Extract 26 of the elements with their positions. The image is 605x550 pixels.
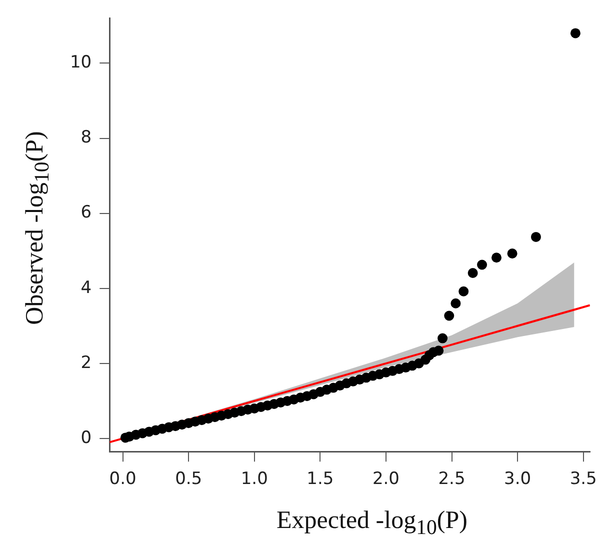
point — [434, 346, 444, 356]
point — [492, 252, 502, 263]
x-tick-label: 3.0 — [504, 469, 532, 490]
point — [477, 260, 488, 270]
y-tick-label: 4 — [80, 278, 92, 298]
point — [530, 232, 541, 242]
x-tick-label: 3.5 — [570, 469, 597, 490]
y-tick-label: 10 — [70, 52, 92, 73]
x-tick-label: 2.0 — [372, 469, 400, 490]
point — [507, 248, 518, 258]
point — [450, 298, 461, 308]
y-tick-label: 2 — [80, 352, 92, 373]
y-tick-label: 0 — [80, 428, 92, 448]
x-tick-label: 0.0 — [109, 469, 136, 490]
point — [438, 333, 448, 344]
x-tick-label: 0.5 — [175, 469, 202, 490]
x-tick-label: 2.5 — [438, 469, 466, 490]
point — [458, 286, 469, 296]
point — [444, 310, 454, 321]
x-axis-title: Expected -log$_{10}$(P) — [276, 507, 468, 540]
x-tick-label: 1.0 — [240, 469, 268, 490]
y-tick-label: 8 — [80, 128, 92, 148]
y-tick-label: 6 — [80, 202, 92, 223]
point — [570, 28, 580, 38]
x-tick-label: 1.5 — [306, 469, 334, 490]
point — [468, 268, 478, 278]
